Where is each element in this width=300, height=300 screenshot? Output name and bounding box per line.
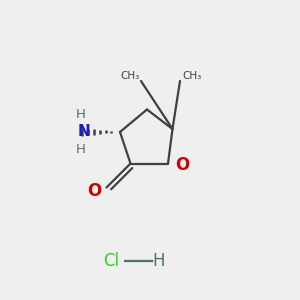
Text: CH₃: CH₃ (182, 70, 202, 81)
Text: O: O (175, 156, 190, 174)
Text: H: H (153, 252, 165, 270)
Text: N: N (77, 124, 90, 140)
Text: H: H (76, 143, 86, 156)
Text: O: O (87, 182, 102, 200)
Text: Cl: Cl (103, 252, 119, 270)
Text: H: H (76, 107, 86, 121)
Text: CH₃: CH₃ (120, 70, 139, 81)
